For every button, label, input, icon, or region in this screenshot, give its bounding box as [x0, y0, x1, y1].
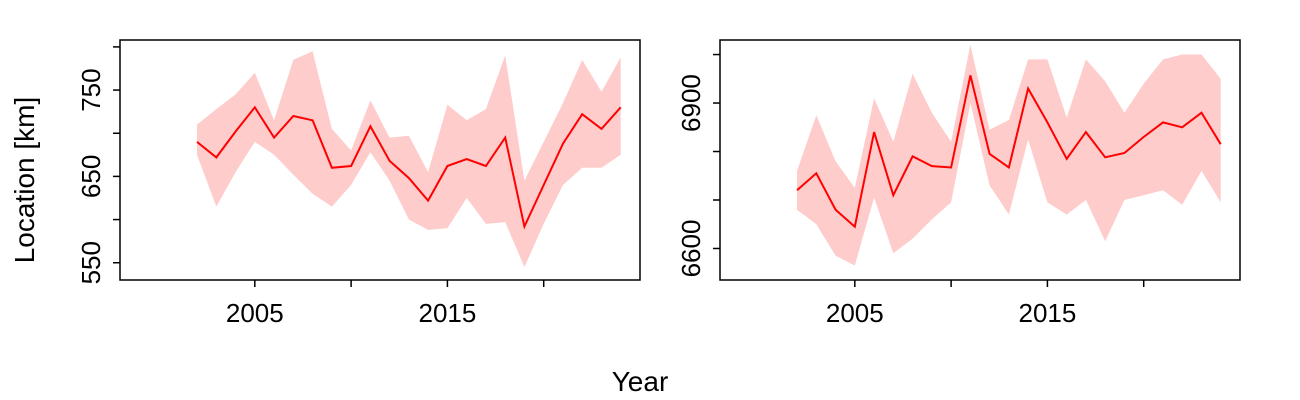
series-line — [796, 75, 1222, 229]
y-tick-label: 750 — [76, 68, 106, 111]
y-tick-label: 6900 — [676, 74, 706, 132]
plot-frame — [719, 39, 1241, 281]
plot-frame — [119, 39, 641, 281]
x-tick-label: 2005 — [226, 298, 284, 328]
confidence-band — [797, 44, 1221, 266]
right-chart-panel: 2005 2015 6600 6900 — [676, 39, 1241, 328]
y-axis-title: Location [km] — [9, 97, 40, 264]
x-axis-title: Year — [612, 366, 669, 397]
series-line — [196, 105, 622, 230]
left-chart-panel: 2005 2015 550 650 750 — [76, 39, 641, 328]
y-tick-label: 6600 — [676, 220, 706, 278]
x-tick-label: 2005 — [826, 298, 884, 328]
confidence-band — [197, 51, 621, 268]
y-tick-label: 650 — [76, 155, 106, 198]
y-tick-label: 550 — [76, 241, 106, 284]
x-tick-label: 2015 — [1018, 298, 1076, 328]
x-tick-label: 2015 — [418, 298, 476, 328]
